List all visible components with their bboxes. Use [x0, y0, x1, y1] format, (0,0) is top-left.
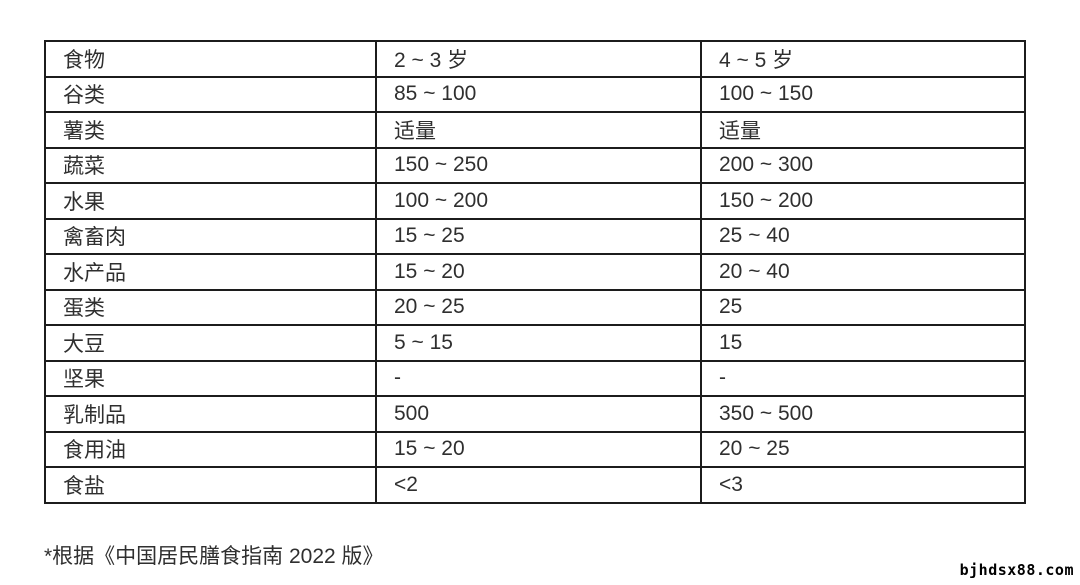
watermark: bjhdsx88.com: [959, 561, 1074, 579]
amount-cell: 25: [700, 288, 1026, 326]
column-header: 2 ~ 3 岁: [375, 40, 702, 78]
amount-cell: <3: [700, 466, 1026, 504]
amount-cell: 150 ~ 250: [375, 146, 702, 184]
amount-cell: 500: [375, 395, 702, 433]
food-cell: 水产品: [44, 253, 377, 291]
footnote: *根据《中国居民膳食指南 2022 版》: [44, 545, 384, 568]
amount-cell: 350 ~ 500: [700, 395, 1026, 433]
amount-cell: 100 ~ 150: [700, 75, 1026, 113]
table-row: 薯类 适量 适量: [44, 111, 1026, 149]
column-header: 食物: [44, 40, 377, 78]
food-cell: 禽畜肉: [44, 217, 377, 255]
food-cell: 薯类: [44, 111, 377, 149]
amount-cell: 15 ~ 25: [375, 217, 702, 255]
table-row: 禽畜肉 15 ~ 25 25 ~ 40: [44, 217, 1026, 255]
table-row: 大豆 5 ~ 15 15: [44, 324, 1026, 362]
amount-cell: 适量: [375, 111, 702, 149]
food-cell: 水果: [44, 182, 377, 220]
amount-cell: <2: [375, 466, 702, 504]
table-row: 水果 100 ~ 200 150 ~ 200: [44, 182, 1026, 220]
amount-cell: 15: [700, 324, 1026, 362]
table-row: 谷类 85 ~ 100 100 ~ 150: [44, 75, 1026, 113]
food-cell: 坚果: [44, 359, 377, 397]
amount-cell: 20 ~ 25: [375, 288, 702, 326]
column-header: 4 ~ 5 岁: [700, 40, 1026, 78]
amount-cell: 150 ~ 200: [700, 182, 1026, 220]
amount-cell: -: [700, 359, 1026, 397]
amount-cell: 200 ~ 300: [700, 146, 1026, 184]
table-row: 蔬菜 150 ~ 250 200 ~ 300: [44, 146, 1026, 184]
amount-cell: 20 ~ 40: [700, 253, 1026, 291]
table-row: 食盐 <2 <3: [44, 466, 1026, 504]
amount-cell: 15 ~ 20: [375, 253, 702, 291]
amount-cell: 100 ~ 200: [375, 182, 702, 220]
amount-cell: 适量: [700, 111, 1026, 149]
food-cell: 谷类: [44, 75, 377, 113]
table-row: 食用油 15 ~ 20 20 ~ 25: [44, 430, 1026, 468]
table-row: 坚果 - -: [44, 359, 1026, 397]
table-row: 乳制品 500 350 ~ 500: [44, 395, 1026, 433]
table-body: 谷类 85 ~ 100 100 ~ 150 薯类 适量 适量 蔬菜 150 ~ 250 200 …: [44, 75, 1026, 504]
amount-cell: -: [375, 359, 702, 397]
food-cell: 食用油: [44, 430, 377, 468]
food-cell: 大豆: [44, 324, 377, 362]
amount-cell: 25 ~ 40: [700, 217, 1026, 255]
amount-cell: 20 ~ 25: [700, 430, 1026, 468]
table-row: 水产品 15 ~ 20 20 ~ 40: [44, 253, 1026, 291]
table-row: 蛋类 20 ~ 25 25: [44, 288, 1026, 326]
amount-cell: 15 ~ 20: [375, 430, 702, 468]
food-cell: 食盐: [44, 466, 377, 504]
amount-cell: 85 ~ 100: [375, 75, 702, 113]
amount-cell: 5 ~ 15: [375, 324, 702, 362]
food-cell: 蛋类: [44, 288, 377, 326]
food-cell: 乳制品: [44, 395, 377, 433]
food-cell: 蔬菜: [44, 146, 377, 184]
